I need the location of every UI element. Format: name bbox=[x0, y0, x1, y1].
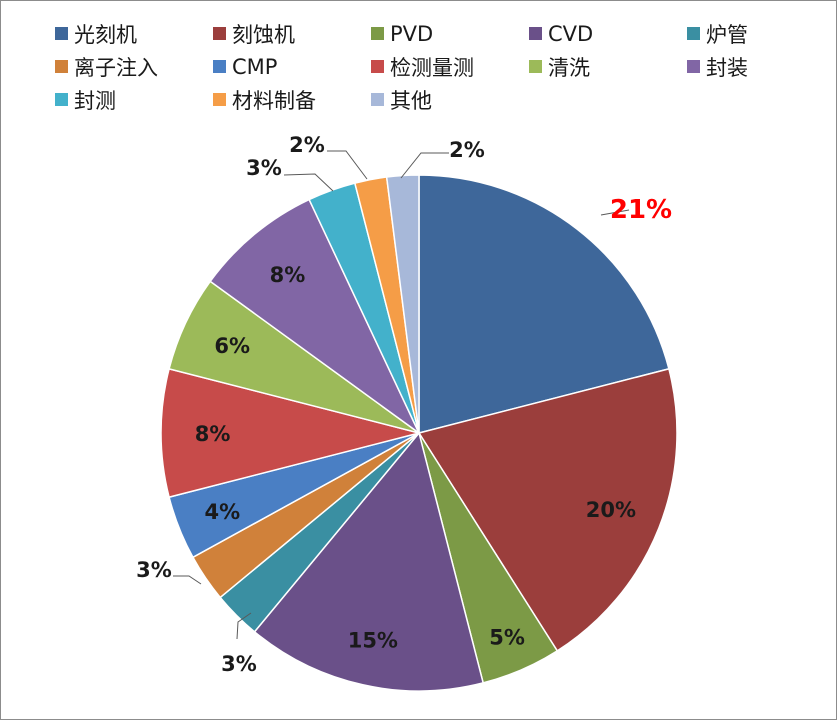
leader-line bbox=[283, 173, 334, 192]
legend-label: 材料制备 bbox=[232, 88, 316, 113]
legend-label: CVD bbox=[548, 21, 594, 46]
data-label: 3% bbox=[221, 652, 257, 676]
data-label: 8% bbox=[270, 263, 306, 287]
legend-swatch bbox=[213, 93, 226, 106]
legend-label: 离子注入 bbox=[74, 55, 158, 80]
legend-label: 清洗 bbox=[548, 55, 590, 80]
legend-item: 封装 bbox=[687, 52, 815, 81]
legend-label: CMP bbox=[232, 54, 278, 79]
legend-label: 刻蚀机 bbox=[232, 22, 295, 47]
legend-swatch bbox=[371, 27, 384, 40]
legend-item: 检测量测 bbox=[371, 52, 529, 81]
legend-item: 光刻机 bbox=[55, 19, 213, 48]
leader-line bbox=[173, 575, 202, 585]
legend-swatch bbox=[55, 27, 68, 40]
legend-swatch bbox=[55, 60, 68, 73]
pie-slice bbox=[253, 431, 485, 692]
pie-slice bbox=[160, 367, 420, 499]
legend-item: 封测 bbox=[55, 85, 213, 114]
data-label: 5% bbox=[489, 626, 525, 650]
legend-item: 清洗 bbox=[529, 52, 687, 81]
data-label: 3% bbox=[246, 156, 282, 180]
legend-swatch bbox=[371, 93, 384, 106]
legend-label: 光刻机 bbox=[74, 22, 137, 47]
legend-label: 其他 bbox=[390, 88, 432, 113]
pie-slice bbox=[418, 174, 670, 434]
legend-item: CMP bbox=[213, 52, 371, 81]
data-label: 2% bbox=[289, 133, 325, 157]
legend-item: CVD bbox=[529, 19, 687, 48]
data-label: 4% bbox=[204, 500, 240, 524]
data-label: 2% bbox=[449, 138, 485, 162]
legend-swatch bbox=[529, 60, 542, 73]
legend-label: 封装 bbox=[706, 55, 748, 80]
data-label: 21% bbox=[610, 195, 672, 225]
legend-item: 刻蚀机 bbox=[213, 19, 371, 48]
legend-item: 离子注入 bbox=[55, 52, 213, 81]
legend-swatch bbox=[55, 93, 68, 106]
legend-item: 其他 bbox=[371, 85, 529, 114]
data-label: 15% bbox=[348, 628, 398, 652]
leader-line bbox=[236, 612, 252, 640]
legend-item: PVD bbox=[371, 19, 529, 48]
legend-label: PVD bbox=[390, 21, 434, 46]
leader-line bbox=[400, 152, 449, 179]
legend-label: 检测量测 bbox=[390, 55, 474, 80]
legend-swatch bbox=[687, 60, 700, 73]
data-label: 20% bbox=[586, 498, 636, 522]
pie-slice bbox=[209, 198, 420, 434]
legend-swatch bbox=[213, 60, 226, 73]
legend-swatch bbox=[529, 27, 542, 40]
pie-slice bbox=[417, 367, 678, 652]
legend: 光刻机 刻蚀机 PVD CVD 炉管离子注入 CMP 检测量测 清洗 封装封测 材料制备 其他 bbox=[55, 19, 815, 114]
leader-line bbox=[600, 209, 630, 216]
legend-label: 封测 bbox=[74, 88, 116, 113]
leader-line bbox=[327, 150, 368, 180]
legend-swatch bbox=[213, 27, 226, 40]
legend-swatch bbox=[371, 60, 384, 73]
data-label: 6% bbox=[214, 334, 250, 358]
legend-item: 炉管 bbox=[687, 19, 815, 48]
data-label: 8% bbox=[195, 422, 231, 446]
legend-swatch bbox=[687, 27, 700, 40]
legend-label: 炉管 bbox=[706, 22, 748, 47]
legend-item: 材料制备 bbox=[213, 85, 371, 114]
data-label: 3% bbox=[136, 558, 172, 582]
